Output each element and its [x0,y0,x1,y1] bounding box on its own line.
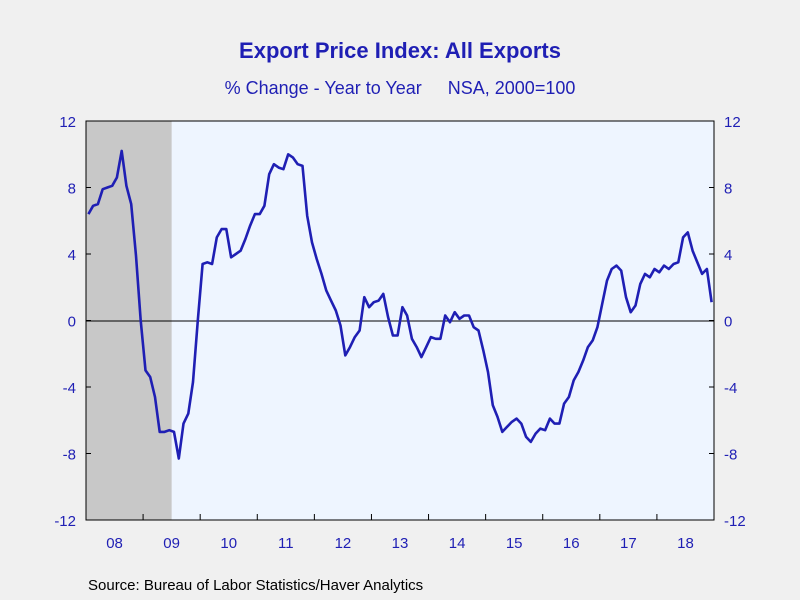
y-tick-label-left: -8 [63,447,76,464]
y-tick-label-right: -8 [724,447,737,464]
y-tick-label-left: 12 [59,114,76,131]
subtitle-basis: NSA, 2000=100 [447,78,576,98]
y-tick-label-right: -4 [724,380,737,397]
y-tick-label-right: 4 [724,247,732,264]
chart-title: Export Price Index: All Exports [239,38,561,63]
chart-subtitle: % Change - Year to Year NSA, 2000=100 [0,78,800,99]
x-tick-label: 15 [506,535,523,552]
y-tick-label-left: 4 [68,247,76,264]
x-tick-label: 08 [106,535,123,552]
y-tick-label-left: -4 [63,380,76,397]
y-tick-label-left: 0 [68,314,76,331]
subtitle-measure: % Change - Year to Year [224,78,422,98]
y-tick-label-right: -12 [724,513,746,530]
x-tick-label: 18 [677,535,694,552]
x-tick-label: 17 [620,535,637,552]
y-tick-label-left: -12 [54,513,76,530]
source-note: Source: Bureau of Labor Statistics/Haver… [88,577,424,594]
x-tick-label: 12 [335,535,352,552]
y-tick-label-right: 8 [724,181,732,198]
y-tick-label-right: 0 [724,314,732,331]
x-tick-label: 11 [278,535,294,552]
series-line [87,149,713,460]
x-tick-label: 13 [392,535,409,552]
y-tick-label-right: 12 [724,114,741,131]
x-tick-label: 10 [220,535,237,552]
x-tick-label: 09 [163,535,180,552]
x-tick-label: 16 [563,535,580,552]
x-tick-label: 14 [449,535,466,552]
y-tick-label-left: 8 [68,181,76,198]
